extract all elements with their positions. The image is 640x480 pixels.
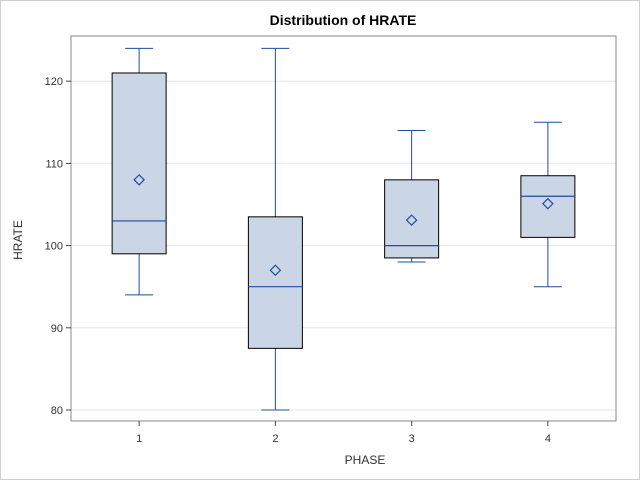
box-group-2 <box>247 47 303 411</box>
box-group-1 <box>111 47 167 296</box>
y-tick-label: 110 <box>45 158 63 170</box>
iqr-box <box>247 216 303 349</box>
mean-marker <box>405 214 418 226</box>
iqr-box <box>111 72 167 255</box>
x-tick-label: 2 <box>272 433 278 445</box>
mean-marker <box>269 264 282 277</box>
x-tick-label: 1 <box>136 433 142 445</box>
y-tick-label: 100 <box>45 241 63 253</box>
y-tick-label: 120 <box>45 76 63 88</box>
iqr-box <box>520 175 576 238</box>
chart-title: Distribution of HRATE <box>270 12 417 28</box>
box-group-3 <box>384 130 440 263</box>
axes: 80 90 100 110 120 1 2 3 4 <box>45 35 617 445</box>
mean-marker <box>542 197 554 210</box>
mean-marker <box>133 173 145 186</box>
iqr-box <box>384 179 440 259</box>
x-axis-label: PHASE <box>345 453 386 467</box>
x-tick-label: 3 <box>409 433 415 445</box>
x-tick-label: 4 <box>545 433 551 445</box>
box-group-4 <box>520 121 576 288</box>
y-tick-label: 90 <box>51 323 63 335</box>
boxes <box>111 47 576 411</box>
y-tick-label: 80 <box>51 405 63 417</box>
y-axis-label: HRATE <box>11 220 25 260</box>
plot-area-border <box>70 35 617 422</box>
